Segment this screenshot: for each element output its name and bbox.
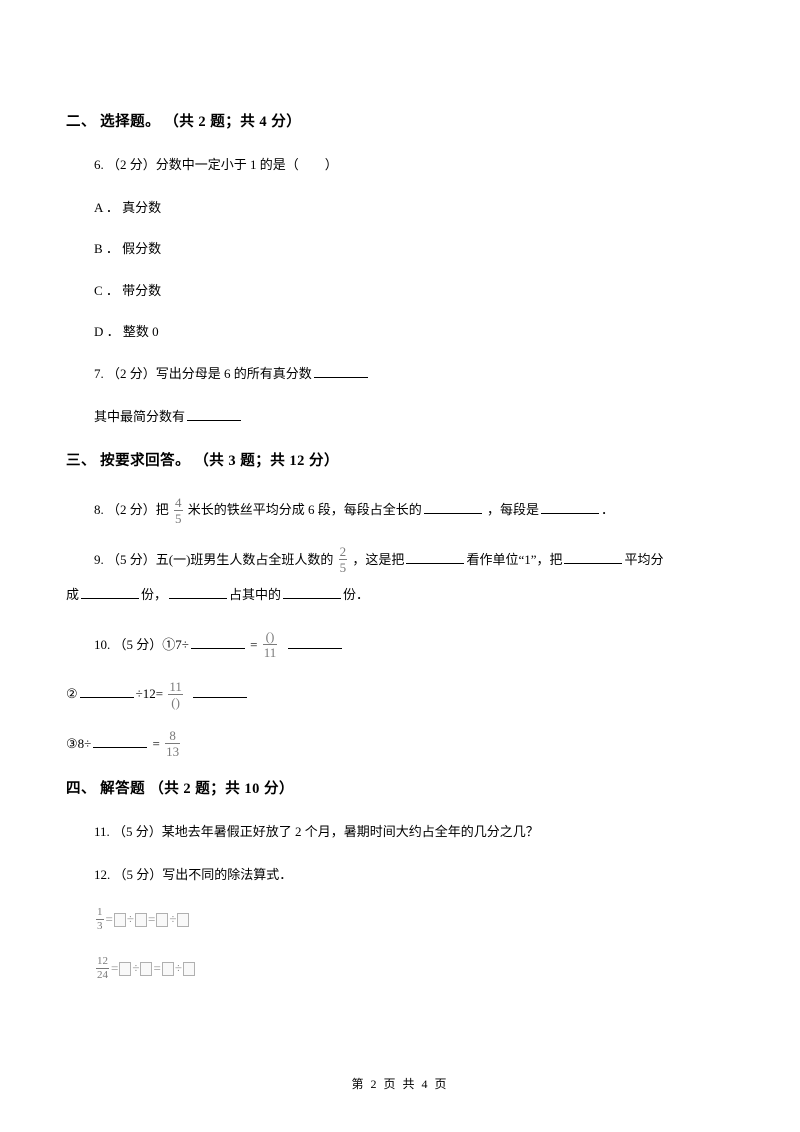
q10-blank-2 — [80, 685, 134, 698]
q8-frac-den: 5 — [174, 510, 183, 525]
eq-op: = — [111, 960, 118, 975]
q7-blank-1 — [314, 365, 368, 378]
q6-option-a: A ． 真分数 — [94, 198, 734, 218]
ghost-box — [156, 913, 168, 927]
q8: 8. （2 分）把 45 米长的铁丝平均分成 6 段，每段占全长的 ，每段是 ． — [94, 494, 734, 526]
q10-l1-eq: = — [247, 637, 261, 652]
q10-l2-pre: ② — [66, 686, 78, 701]
q10-line2: ② ÷12= 11() — [66, 678, 734, 710]
q7-blank-2 — [187, 408, 241, 421]
q10-f3-den: 13 — [165, 743, 180, 758]
q12-eq1-num: 1 — [96, 907, 104, 919]
q10-f1-num: () — [263, 630, 278, 644]
q10-blank-1b — [288, 636, 342, 649]
q9-l2-c: 占其中的 — [229, 587, 281, 602]
q9-blank-1 — [406, 551, 464, 564]
eq-op: ÷ — [175, 960, 182, 975]
q6-option-d: D ． 整数 0 — [94, 322, 734, 342]
q9-line2: 成 份， 占其中的 份． — [66, 579, 734, 610]
q6-option-b: B ． 假分数 — [94, 239, 734, 259]
q10-line1: 10. （5 分）①7÷ = ()11 — [94, 629, 734, 661]
q10-f3-num: 8 — [165, 729, 180, 743]
q8-mid2: ，每段是 — [484, 502, 539, 517]
section-3-heading: 三、 按要求回答。 （共 3 题；共 12 分） — [66, 449, 734, 470]
eq-op: = — [148, 911, 155, 926]
section-2-heading: 二、 选择题。 （共 2 题；共 4 分） — [66, 110, 734, 131]
q9-l2-d: 份． — [343, 587, 369, 602]
q10-f2-den: () — [168, 694, 183, 709]
eq-op: ÷ — [127, 911, 134, 926]
ghost-box — [162, 962, 174, 976]
q7-line1-text: 7. （2 分）写出分母是 6 的所有真分数 — [94, 366, 312, 381]
ghost-box — [135, 913, 147, 927]
ghost-box — [114, 913, 126, 927]
q9-fraction: 25 — [339, 545, 348, 574]
q12-stem: 12. （5 分）写出不同的除法算式． — [94, 865, 734, 886]
q9-mid1: ，这是把 — [349, 552, 404, 567]
q12-eq2: 1224=÷=÷ — [94, 957, 734, 982]
q8-fraction: 45 — [174, 496, 183, 525]
eq-op: = — [153, 960, 160, 975]
q7-line2: 其中最简分数有 — [94, 407, 734, 428]
q8-tail: ． — [601, 502, 614, 517]
q9-frac-num: 2 — [339, 545, 348, 559]
page-footer: 第 2 页 共 4 页 — [0, 1075, 800, 1092]
q9-line1: 9. （5 分）五(一)班男生人数占全班人数的 25 ，这是把 看作单位“1”，把… — [94, 544, 734, 576]
q10-line3: ③8÷ = 813 — [66, 728, 734, 760]
q12-eq2-num: 12 — [96, 956, 109, 968]
section-4-heading: 四、 解答题 （共 2 题；共 10 分） — [66, 777, 734, 798]
q10-l1-pre: 10. （5 分）①7÷ — [94, 637, 189, 652]
q12-eq1-den: 3 — [96, 919, 104, 932]
q12-eq2-frac: 1224 — [96, 956, 109, 981]
q7-line2-text: 其中最简分数有 — [94, 409, 185, 424]
q9-pre: 9. （5 分）五(一)班男生人数占全班人数的 — [94, 552, 337, 567]
q10-f2-num: 11 — [168, 680, 183, 694]
q12-eq1: 13=÷=÷ — [94, 908, 734, 933]
eq-op: = — [106, 911, 113, 926]
q12-eq1-frac: 13 — [96, 907, 104, 932]
q10-frac-3: 813 — [165, 729, 180, 758]
q10-blank-2b — [193, 685, 247, 698]
q10-blank-1 — [191, 636, 245, 649]
q9-frac-den: 5 — [339, 559, 348, 574]
q10-l3-eq: = — [149, 736, 163, 751]
q10-blank-3 — [93, 735, 147, 748]
ghost-box — [140, 962, 152, 976]
q8-pre: 8. （2 分）把 — [94, 502, 172, 517]
q11: 11. （5 分）某地去年暑假正好放了 2 个月，暑期时间大约占全年的几分之几？ — [94, 822, 734, 843]
q9-mid2: 看作单位“1”，把 — [466, 552, 562, 567]
q9-l2-a: 成 — [66, 587, 79, 602]
q10-l2-mid: ÷12= — [136, 686, 167, 701]
q9-blank-2 — [564, 551, 622, 564]
q6-option-c: C ． 带分数 — [94, 281, 734, 301]
eq-op: ÷ — [132, 960, 139, 975]
q10-frac-2: 11() — [168, 680, 183, 709]
eq-op: ÷ — [169, 911, 176, 926]
q8-mid1: 米长的铁丝平均分成 6 段，每段占全长的 — [185, 502, 422, 517]
q8-blank-2 — [541, 501, 599, 514]
ghost-box — [183, 962, 195, 976]
q12-eq2-den: 24 — [96, 968, 109, 981]
ghost-box — [119, 962, 131, 976]
ghost-box — [177, 913, 189, 927]
q9-blank-4 — [169, 586, 227, 599]
q9-mid3: 平均分 — [624, 552, 663, 567]
q8-frac-num: 4 — [174, 496, 183, 510]
q10-l3-pre: ③8÷ — [66, 736, 91, 751]
q9-blank-3 — [81, 586, 139, 599]
q9-l2-b: 份， — [141, 587, 167, 602]
q8-blank-1 — [424, 501, 482, 514]
q10-f1-den: 11 — [263, 644, 278, 659]
q9-blank-5 — [283, 586, 341, 599]
q10-frac-1: ()11 — [263, 630, 278, 659]
q7-line1: 7. （2 分）写出分母是 6 的所有真分数 — [94, 364, 734, 385]
q6-stem: 6. （2 分）分数中一定小于 1 的是（ ） — [94, 155, 734, 176]
